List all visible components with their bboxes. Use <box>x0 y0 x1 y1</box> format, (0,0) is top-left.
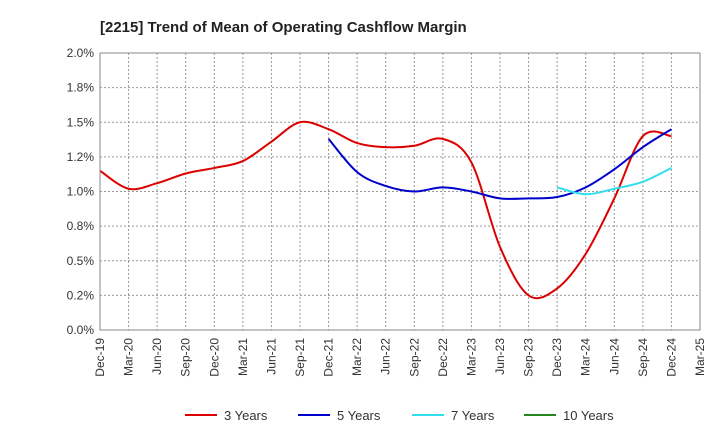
x-tick-label: Mar-22 <box>350 338 364 376</box>
series-lines <box>99 120 672 300</box>
x-tick-label: Sep-20 <box>179 338 193 377</box>
x-tick-label: Dec-19 <box>93 338 107 377</box>
x-tick-label: Mar-23 <box>464 338 478 376</box>
y-tick-label: 0.0% <box>67 323 95 337</box>
x-tick-label: Jun-24 <box>607 338 621 375</box>
y-tick-label: 1.8% <box>67 81 95 95</box>
x-tick-label: Sep-23 <box>522 338 536 377</box>
x-tick-label: Jun-20 <box>150 338 164 375</box>
x-tick-label: Dec-23 <box>550 338 564 377</box>
series-line-7-years <box>556 167 672 196</box>
x-tick-label: Jun-21 <box>264 338 278 375</box>
y-tick-label: 1.2% <box>67 150 95 164</box>
y-tick-label: 1.5% <box>67 115 95 129</box>
x-tick-label: Mar-24 <box>579 338 593 376</box>
x-tick-label: Mar-20 <box>122 338 136 376</box>
x-tick-label: Jun-23 <box>493 338 507 375</box>
legend-label: 5 Years <box>337 408 381 423</box>
y-tick-label: 0.8% <box>67 219 95 233</box>
grid <box>100 53 700 330</box>
legend-label: 10 Years <box>563 408 614 423</box>
y-tick-label: 2.0% <box>67 46 95 60</box>
y-tick-label: 0.2% <box>67 288 95 302</box>
series-line-5-years <box>327 128 672 200</box>
x-tick-label: Mar-25 <box>693 338 707 376</box>
x-tick-label: Sep-24 <box>636 338 650 377</box>
x-tick-label: Sep-21 <box>293 338 307 377</box>
x-tick-label: Mar-21 <box>236 338 250 376</box>
y-axis: 0.0% 0.2% 0.5% 0.8% 1.0% 1.2% 1.5% 1.8% 2.0% <box>67 46 95 337</box>
x-tick-label: Dec-22 <box>436 338 450 377</box>
x-tick-label: Dec-24 <box>664 338 678 377</box>
x-tick-label: Dec-20 <box>207 338 221 377</box>
legend-label: 3 Years <box>224 408 268 423</box>
x-tick-label: Sep-22 <box>407 338 421 377</box>
y-tick-label: 1.0% <box>67 185 95 199</box>
x-axis: Dec-19 Mar-20 Jun-20 Sep-20 Dec-20 Mar-21 Jun-… <box>93 338 707 377</box>
y-tick-label: 0.5% <box>67 254 95 268</box>
plot-frame <box>99 52 701 331</box>
x-tick-label: Dec-21 <box>322 338 336 377</box>
chart-title: [2215] Trend of Mean of Operating Cashfl… <box>100 19 467 36</box>
series-line-3-years <box>99 120 672 300</box>
legend-label: 7 Years <box>451 408 495 423</box>
x-tick-label: Jun-22 <box>379 338 393 375</box>
legend: 3 Years 5 Years 7 Years 10 Years <box>185 408 614 423</box>
